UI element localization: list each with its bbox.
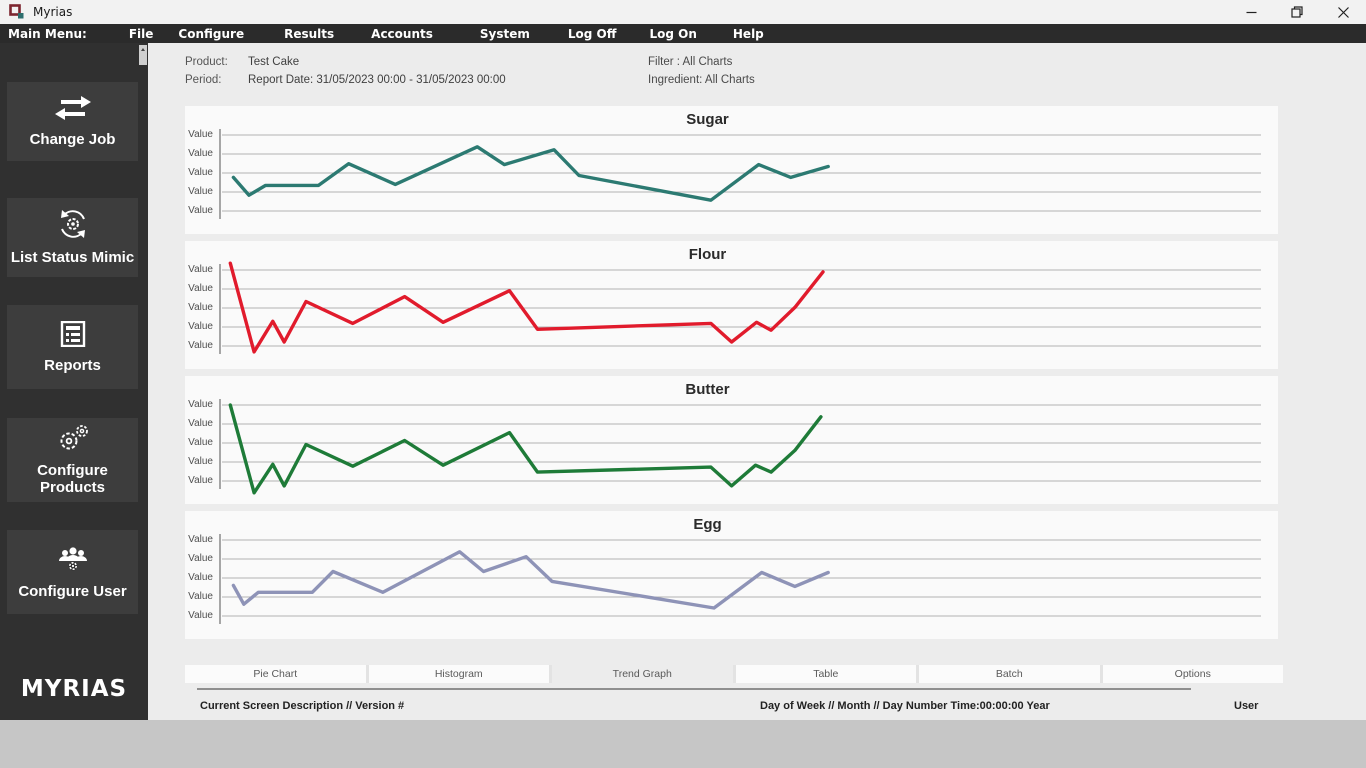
product-value: Test Cake xyxy=(248,56,300,68)
y-axis-labels: Value Value Value Value Value xyxy=(185,376,213,504)
minimize-button[interactable] xyxy=(1228,0,1274,24)
myrias-logo: MYRIAS xyxy=(20,676,128,702)
tab-batch[interactable]: Batch xyxy=(919,665,1100,683)
tab-histogram[interactable]: Histogram xyxy=(368,665,549,683)
y-tick-label: Value xyxy=(188,553,213,564)
y-tick-label: Value xyxy=(188,148,213,159)
chart-panel-flour: Flour Value Value Value Value Value xyxy=(185,241,1278,369)
menu-configure[interactable]: Configure xyxy=(178,26,245,41)
y-axis-labels: Value Value Value Value Value xyxy=(185,511,213,639)
filter-line: Filter : All Charts xyxy=(648,56,733,68)
y-tick-label: Value xyxy=(188,340,213,351)
tab-pie-chart[interactable]: Pie Chart xyxy=(185,665,366,683)
restore-button[interactable] xyxy=(1274,0,1320,24)
y-tick-label: Value xyxy=(188,437,213,448)
sidebar-button-list-status-mimic[interactable]: List Status Mimic xyxy=(7,198,138,277)
y-tick-label: Value xyxy=(188,302,213,313)
line-chart-flour xyxy=(219,261,1261,354)
y-tick-label: Value xyxy=(188,399,213,410)
users-gear-icon xyxy=(58,546,87,570)
menu-help[interactable]: Help xyxy=(732,26,764,41)
status-separator xyxy=(197,688,1191,690)
title-bar: Myrias xyxy=(0,0,1366,24)
y-tick-label: Value xyxy=(188,186,213,197)
y-axis-labels: Value Value Value Value Value xyxy=(185,241,213,369)
tab-trend-graph[interactable]: Trend Graph xyxy=(552,665,733,683)
report-document-icon xyxy=(60,320,85,347)
sidebar-button-label: List Status Mimic xyxy=(10,249,135,266)
window-bottom-strip xyxy=(0,720,1366,768)
sidebar-button-configure-products[interactable]: Configure Products xyxy=(7,418,138,502)
y-axis-labels: Value Value Value Value Value xyxy=(185,106,213,234)
sidebar-button-label: Configure User xyxy=(18,582,127,600)
menu-bar: Main Menu: File Configure Results Accoun… xyxy=(0,24,1366,43)
report-header-left: Product: Test Cake Period: Report Date: … xyxy=(185,56,506,92)
y-tick-label: Value xyxy=(188,456,213,467)
menu-main-menu-label: Main Menu: xyxy=(8,26,87,41)
menu-accounts[interactable]: Accounts xyxy=(371,26,433,41)
myrias-app-icon xyxy=(9,4,24,19)
product-label: Product: xyxy=(185,56,228,68)
sidebar-button-label: Configure Products xyxy=(37,462,108,496)
sidebar: Change Job List Status Mimic Reports xyxy=(0,43,148,720)
status-datetime: Day of Week // Month // Day Number Time:… xyxy=(760,700,1050,712)
status-user: User xyxy=(1234,700,1259,712)
gear-sync-icon xyxy=(60,210,85,238)
tab-options[interactable]: Options xyxy=(1102,665,1283,683)
y-tick-label: Value xyxy=(188,321,213,332)
sidebar-button-label: Change Job xyxy=(29,131,116,148)
sidebar-button-configure-user[interactable]: Configure User xyxy=(7,530,138,614)
sidebar-button-change-job[interactable]: Change Job xyxy=(7,82,138,161)
chart-title: Flour xyxy=(688,246,727,263)
gears-icon xyxy=(60,425,88,450)
close-button[interactable] xyxy=(1320,0,1366,24)
view-tab-strip: Pie Chart Histogram Trend Graph Table Ba… xyxy=(185,665,1283,683)
chart-title: Sugar xyxy=(686,111,729,128)
y-tick-label: Value xyxy=(188,418,213,429)
menu-file[interactable]: File xyxy=(128,26,154,41)
sidebar-scrollbar[interactable] xyxy=(139,45,147,65)
y-tick-label: Value xyxy=(188,264,213,275)
charts-container: Sugar Value Value Value Value Value Flour Va… xyxy=(185,106,1278,646)
chart-title: Butter xyxy=(685,381,730,398)
y-tick-label: Value xyxy=(188,591,213,602)
y-tick-label: Value xyxy=(188,167,213,178)
period-value: Report Date: 31/05/2023 00:00 - 31/05/20… xyxy=(248,74,506,86)
window-title: Myrias xyxy=(33,5,73,19)
menu-system[interactable]: System xyxy=(479,26,530,41)
swap-arrows-icon xyxy=(54,96,91,120)
y-tick-label: Value xyxy=(188,129,213,140)
menu-log-off[interactable]: Log Off xyxy=(567,26,617,41)
chart-panel-sugar: Sugar Value Value Value Value Value xyxy=(185,106,1278,234)
menu-results[interactable]: Results xyxy=(284,26,335,41)
y-tick-label: Value xyxy=(188,205,213,216)
y-tick-label: Value xyxy=(188,610,213,621)
main-content: Product: Test Cake Period: Report Date: … xyxy=(148,43,1366,720)
chart-panel-butter: Butter Value Value Value Value Value xyxy=(185,376,1278,504)
y-tick-label: Value xyxy=(188,572,213,583)
period-label: Period: xyxy=(185,74,222,86)
line-chart-sugar xyxy=(219,129,1261,219)
y-tick-label: Value xyxy=(188,475,213,486)
chart-title: Egg xyxy=(693,516,722,533)
y-tick-label: Value xyxy=(188,283,213,294)
chart-panel-egg: Egg Value Value Value Value Value xyxy=(185,511,1278,639)
ingredient-line: Ingredient: All Charts xyxy=(648,74,755,86)
line-chart-egg xyxy=(219,534,1261,624)
menu-log-on[interactable]: Log On xyxy=(649,26,697,41)
status-bar: Current Screen Description // Version # … xyxy=(148,695,1366,720)
sidebar-button-reports[interactable]: Reports xyxy=(7,305,138,389)
line-chart-butter xyxy=(219,399,1261,495)
report-header-right: Filter : All Charts Ingredient: All Char… xyxy=(648,56,755,92)
y-tick-label: Value xyxy=(188,534,213,545)
tab-table[interactable]: Table xyxy=(735,665,916,683)
status-screen-description: Current Screen Description // Version # xyxy=(200,700,405,712)
sidebar-button-label: Reports xyxy=(44,356,101,374)
